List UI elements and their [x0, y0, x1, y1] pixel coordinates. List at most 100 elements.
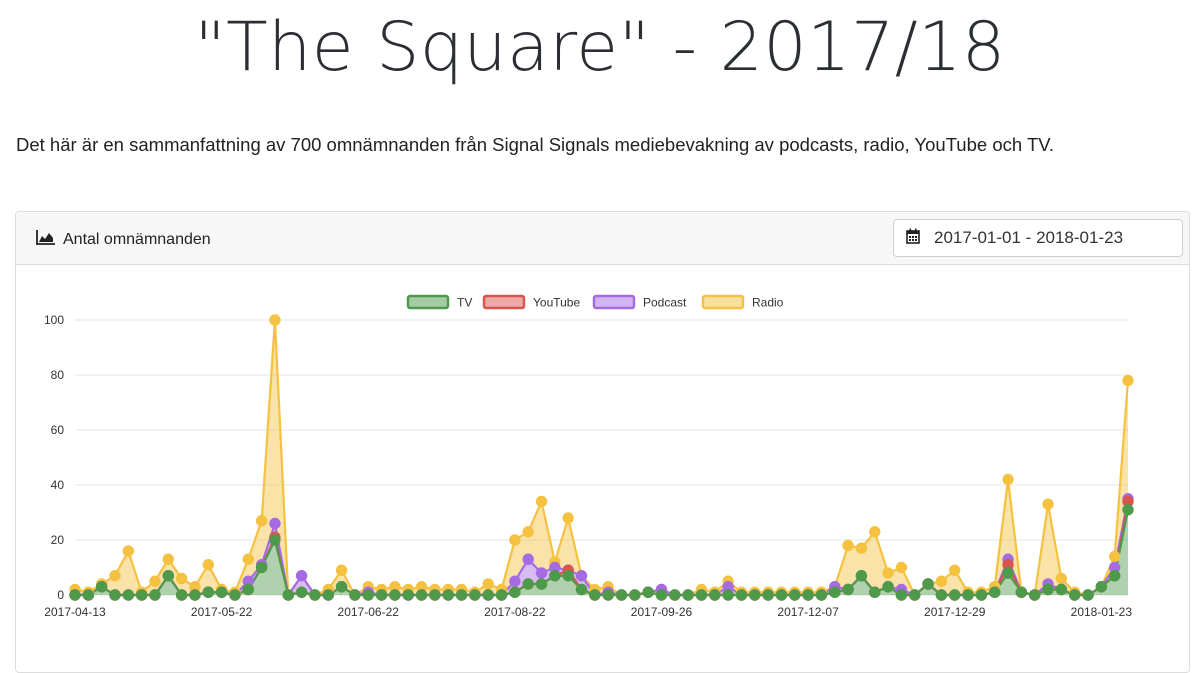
- y-tick-label: 20: [51, 533, 65, 547]
- legend-label-radio: Radio: [752, 296, 784, 310]
- radio-point: [535, 495, 548, 508]
- x-tick-label: 2017-09-26: [631, 605, 693, 619]
- tv-point: [455, 589, 468, 601]
- tv-point: [202, 586, 214, 598]
- tv-point: [322, 589, 334, 601]
- tv-point: [295, 586, 308, 598]
- radio-point: [882, 567, 894, 579]
- x-tick-label: 2017-12-29: [924, 605, 986, 619]
- legend-swatch-radio: [701, 294, 745, 310]
- tv-point: [335, 581, 348, 593]
- podcast-point: [295, 570, 308, 582]
- tv-point: [82, 589, 95, 601]
- radio-point: [269, 314, 281, 326]
- tv-area: [75, 509, 1128, 595]
- tv-point: [735, 589, 748, 601]
- radio-point: [1108, 550, 1121, 563]
- date-range-value: 2017-01-01 - 2018-01-23: [934, 228, 1124, 247]
- tv-point: [762, 589, 774, 601]
- radio-point: [202, 559, 214, 571]
- tv-line: [75, 509, 1130, 597]
- card-title: Antal omnämnanden: [36, 229, 211, 250]
- tv-point: [922, 578, 934, 590]
- y-tick-label: 0: [57, 588, 64, 602]
- podcast-point: [522, 553, 534, 565]
- tv-point: [895, 589, 908, 601]
- tv-point: [522, 578, 534, 590]
- legend-label-youtube: YouTube: [533, 296, 580, 310]
- radio-point: [855, 542, 868, 554]
- x-tick-label: 2017-08-22: [484, 605, 546, 619]
- tv-point: [309, 589, 321, 601]
- tv-point: [389, 589, 401, 601]
- radio-point: [869, 526, 881, 538]
- tv-point: [1068, 589, 1081, 601]
- youtube-line: [75, 501, 1130, 597]
- tv-point: [495, 589, 508, 601]
- tv-point: [109, 589, 121, 601]
- radio-point: [109, 570, 121, 582]
- x-tick-label: 2017-04-13: [44, 605, 106, 619]
- radio-line: [74, 319, 1130, 599]
- tv-point: [815, 589, 828, 601]
- calendar-icon: [906, 228, 920, 249]
- tv-point: [1042, 583, 1054, 596]
- tv-point: [975, 589, 988, 601]
- tv-point: [442, 589, 454, 601]
- tv-point: [1082, 589, 1094, 601]
- legend-label-tv: TV: [457, 296, 472, 310]
- podcast-area: [75, 498, 1128, 595]
- tv-point: [549, 570, 561, 582]
- radio-point: [1122, 374, 1134, 387]
- podcast-point: [575, 570, 588, 582]
- radio-point: [562, 512, 574, 524]
- tv-point: [135, 589, 148, 601]
- tv-point: [122, 589, 135, 601]
- tv-point: [935, 589, 948, 601]
- tv-point: [962, 589, 974, 601]
- tv-point: [842, 583, 854, 596]
- radio-point: [1042, 498, 1054, 510]
- tv-point: [989, 586, 1001, 598]
- x-tick-label: 2017-12-07: [777, 605, 839, 619]
- radio-point: [335, 564, 348, 576]
- y-tick-label: 100: [44, 313, 64, 327]
- tv-point: [269, 534, 281, 546]
- tv-point: [189, 589, 201, 601]
- tv-point: [802, 589, 814, 601]
- tv-point: [575, 583, 588, 596]
- radio-point: [175, 572, 188, 585]
- tv-point: [682, 589, 694, 601]
- tv-point: [695, 589, 708, 601]
- tv-point: [1028, 589, 1041, 601]
- radio-point: [482, 578, 494, 590]
- radio-point: [842, 539, 854, 552]
- tv-point: [349, 589, 361, 601]
- radio-point: [1055, 572, 1068, 585]
- tv-point: [589, 589, 601, 601]
- legend-swatch-podcast: [592, 294, 636, 310]
- tv-point: [429, 589, 441, 601]
- tv-point: [1108, 570, 1121, 582]
- tv-point: [949, 589, 961, 601]
- legend-swatch-youtube: [482, 294, 526, 310]
- legend-swatch-tv: [406, 294, 450, 310]
- tv-point: [215, 586, 228, 598]
- tv-point: [1002, 567, 1014, 579]
- tv-point: [469, 589, 481, 601]
- y-tick-label: 60: [51, 423, 65, 437]
- tv-point: [669, 589, 681, 601]
- y-tick-label: 80: [51, 368, 65, 382]
- tv-point: [229, 589, 241, 601]
- date-range-picker[interactable]: 2017-01-01 - 2018-01-23: [893, 219, 1183, 257]
- radio-point: [255, 515, 268, 527]
- summary-text: Det här är en sammanfattning av 700 omnä…: [16, 134, 1055, 155]
- radio-point: [509, 534, 521, 546]
- podcast-point: [509, 575, 521, 587]
- tv-point: [869, 586, 881, 598]
- radio-point: [949, 564, 961, 576]
- tv-point: [602, 589, 614, 601]
- tv-point: [95, 581, 108, 593]
- podcast-point: [535, 567, 548, 579]
- tv-point: [282, 589, 294, 601]
